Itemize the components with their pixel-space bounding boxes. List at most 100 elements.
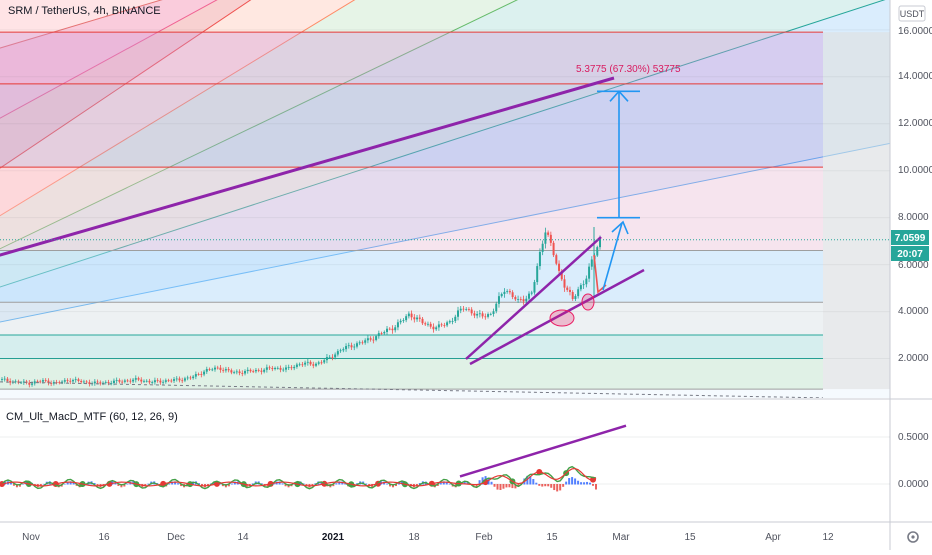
candle-body xyxy=(380,333,383,334)
candle-body xyxy=(312,364,315,366)
candle-body xyxy=(405,316,408,321)
macd-histogram-bar xyxy=(547,484,550,487)
candle-body xyxy=(142,380,145,382)
indicator-axis[interactable]: 0.5000 0.0000 xyxy=(898,432,929,490)
candle-body xyxy=(115,380,118,381)
fib-fan-line xyxy=(0,0,886,288)
candle-body xyxy=(151,382,154,383)
time-label: Apr xyxy=(765,532,781,543)
candle-body xyxy=(391,328,394,331)
candle-body xyxy=(276,367,279,369)
macd-histogram-bar xyxy=(577,480,580,485)
candle-body xyxy=(33,381,36,384)
candle-body xyxy=(282,369,285,371)
candle-body xyxy=(170,380,173,382)
candle-body xyxy=(118,380,121,382)
price-tick: 6.0000 xyxy=(898,260,929,271)
macd-line xyxy=(1,465,597,490)
countdown-badge xyxy=(891,246,929,261)
last-price-label: 7.0599 xyxy=(895,233,926,244)
candle-body xyxy=(159,380,162,383)
candle-body xyxy=(588,266,591,279)
currency-badge[interactable] xyxy=(898,5,926,22)
price-axis[interactable]: 16.0000 14.0000 12.0000 10.0000 8.0000 6… xyxy=(898,26,932,364)
candle-body xyxy=(558,263,561,271)
candle-body xyxy=(82,381,85,383)
macd-histogram-bar xyxy=(445,481,448,485)
macd-histogram-bar xyxy=(571,477,574,485)
candle-body xyxy=(140,379,143,382)
last-price-badge xyxy=(891,230,929,245)
fib-zone xyxy=(0,358,823,390)
macd-histogram-bar xyxy=(553,484,556,491)
candle-body xyxy=(71,380,74,382)
time-label: Mar xyxy=(612,532,630,543)
macd-histogram-bar xyxy=(568,478,571,485)
macd-histogram-bar xyxy=(389,484,392,487)
fib-fan-line xyxy=(0,0,356,217)
candle-body xyxy=(448,321,451,323)
macd-histogram-bar xyxy=(245,484,248,488)
macd-histogram-bar xyxy=(198,483,201,485)
candle-body xyxy=(244,371,247,374)
macd-histogram-bar xyxy=(177,483,180,485)
candle-body xyxy=(233,372,236,374)
candle-body xyxy=(549,234,552,243)
settings-gear-icon[interactable] xyxy=(907,531,919,543)
macd-histogram-bar xyxy=(218,483,221,485)
candle-body xyxy=(104,382,107,383)
candle-body xyxy=(181,380,184,382)
candle-body xyxy=(126,380,129,382)
candle-body xyxy=(102,382,105,384)
candle-body xyxy=(268,367,271,369)
macd-histogram-bar xyxy=(541,484,544,487)
macd-histogram-bar xyxy=(496,484,499,490)
time-label: Nov xyxy=(22,532,40,543)
fib-zone xyxy=(0,167,823,251)
drawings-group xyxy=(0,76,890,398)
candle-body xyxy=(200,374,203,375)
macd-histogram-bar xyxy=(344,483,347,485)
highlight-ellipse xyxy=(549,309,575,327)
candle-body xyxy=(331,356,334,358)
macd-histogram-bar xyxy=(123,484,126,487)
time-axis[interactable]: Nov 16 Dec 14 2021 18 Feb 15 Mar 15 Apr … xyxy=(22,532,834,543)
candle-body xyxy=(347,345,350,347)
candle-body xyxy=(235,371,238,373)
candle-body xyxy=(88,382,91,384)
fib-fan-band xyxy=(0,0,890,322)
candle-body xyxy=(582,284,585,286)
macd-histogram-bar xyxy=(278,481,281,485)
macd-histogram-bar xyxy=(18,484,21,487)
candle-body xyxy=(249,369,252,372)
price-tick: 8.0000 xyxy=(898,212,929,223)
candle-body xyxy=(96,381,99,383)
candle-body xyxy=(383,331,386,334)
candle-body xyxy=(132,379,135,382)
candle-body xyxy=(211,369,214,371)
candle-body xyxy=(375,336,378,340)
indicator-title[interactable]: CM_Ult_MacD_MTF (60, 12, 26, 9) xyxy=(6,411,178,423)
candle-body xyxy=(394,327,397,331)
candle-body xyxy=(80,380,83,383)
macd-histogram-bar xyxy=(335,483,338,485)
macd-histogram-bar xyxy=(544,484,547,487)
price-candles xyxy=(1,227,601,388)
macd-histogram-bar xyxy=(15,484,18,488)
macd-histogram-bar xyxy=(126,483,129,485)
candle-body xyxy=(22,381,25,383)
candle-body xyxy=(31,383,34,385)
currency-label: USDT xyxy=(900,9,925,19)
candle-body xyxy=(536,266,539,283)
candle-body xyxy=(36,381,39,383)
candle-body xyxy=(446,322,449,326)
candle-body xyxy=(317,362,320,364)
macd-histogram-bar xyxy=(580,482,583,485)
candle-body xyxy=(462,308,465,310)
fib-fan-line xyxy=(0,0,252,169)
candle-body xyxy=(517,299,520,300)
candle-body xyxy=(189,377,192,379)
macd-histogram-bar xyxy=(314,483,317,485)
candle-body xyxy=(298,364,301,366)
